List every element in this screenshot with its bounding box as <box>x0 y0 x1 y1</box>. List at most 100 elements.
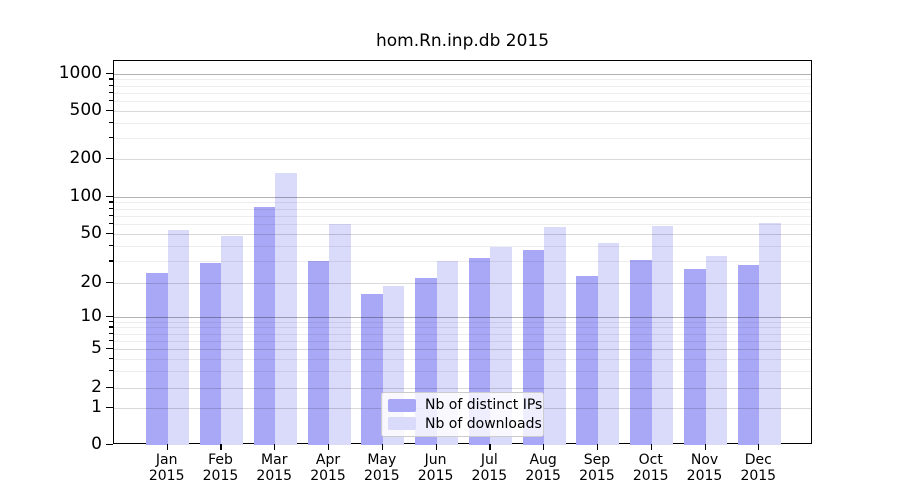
x-tick-label: Oct 2015 <box>632 452 669 484</box>
x-tick-mark <box>758 444 760 450</box>
y-minor-tick-mark <box>109 320 113 323</box>
y-minor-gridline <box>114 261 811 263</box>
y-minor-gridline <box>114 245 811 247</box>
y-minor-tick-mark <box>109 357 113 359</box>
legend-item-distinct-ips: Nb of distinct IPs <box>388 397 542 413</box>
y-minor-gridline <box>114 340 811 342</box>
y-minor-tick-mark <box>109 207 113 209</box>
x-tick-mark <box>543 444 545 450</box>
y-minor-tick-mark <box>109 260 113 262</box>
y-minor-tick-mark <box>109 84 113 86</box>
y-minor-gridline <box>114 202 811 204</box>
bar-distinct-ips <box>146 273 168 445</box>
bar-distinct-ips <box>630 259 652 445</box>
y-tick-label: 5 <box>91 338 102 359</box>
x-tick-mark <box>274 444 276 450</box>
bar-distinct-ips <box>737 265 760 445</box>
x-tick-label: Jul 2015 <box>471 452 508 484</box>
y-minor-gridline <box>114 79 811 81</box>
x-tick-mark <box>220 444 222 450</box>
y-gridline <box>114 349 811 351</box>
y-tick-label: 500 <box>69 100 102 120</box>
legend-item-downloads: Nb of downloads <box>388 416 542 432</box>
x-tick-mark <box>489 444 491 450</box>
y-tick-mark <box>106 282 113 284</box>
bar-distinct-ips <box>199 263 222 445</box>
bar-downloads <box>329 223 351 445</box>
y-tick-label: 10 <box>80 306 102 326</box>
bar-downloads <box>167 229 190 445</box>
x-tick-mark <box>596 444 599 450</box>
y-minor-tick-mark <box>109 214 113 216</box>
y-minor-tick-mark <box>109 222 113 225</box>
bar-downloads <box>544 226 566 445</box>
y-tick-mark <box>106 348 113 350</box>
legend: Nb of distinct IPs Nb of downloads <box>381 392 544 437</box>
x-tick-label: Aug 2015 <box>525 452 561 484</box>
legend-swatch-distinct-ips <box>388 398 416 412</box>
y-minor-gridline <box>114 215 811 217</box>
y-gridline <box>114 111 811 112</box>
y-minor-tick-mark <box>109 369 113 371</box>
y-tick-label: 1000 <box>58 62 102 83</box>
y-minor-gridline <box>114 358 811 360</box>
bar-distinct-ips <box>253 207 276 445</box>
x-tick-label: Jan 2015 <box>148 452 185 484</box>
y-minor-gridline <box>114 208 811 210</box>
y-tick-label: 100 <box>69 185 102 206</box>
x-tick-label: Nov 2015 <box>686 452 723 484</box>
y-tick-label: 200 <box>69 148 102 169</box>
y-gridline <box>114 233 811 235</box>
y-minor-gridline <box>114 333 811 335</box>
legend-label-downloads: Nb of downloads <box>425 415 542 432</box>
y-minor-tick-mark <box>109 100 113 102</box>
bar-downloads <box>705 256 727 445</box>
y-minor-gridline <box>114 321 811 323</box>
x-tick-mark <box>435 444 437 450</box>
x-tick-label: May 2015 <box>363 452 400 484</box>
y-tick-mark <box>106 386 113 388</box>
y-tick-mark <box>106 195 113 197</box>
x-tick-label: Feb 2015 <box>202 452 239 484</box>
y-minor-tick-mark <box>109 136 113 139</box>
y-tick-mark <box>106 407 113 409</box>
y-minor-gridline <box>114 101 811 103</box>
x-tick-label: Dec 2015 <box>740 452 777 484</box>
y-minor-gridline <box>114 137 811 139</box>
y-tick-mark <box>106 158 113 160</box>
legend-label-distinct-ips: Nb of distinct IPs <box>425 397 543 414</box>
y-gridline <box>114 196 811 198</box>
y-gridline <box>114 283 811 285</box>
y-tick-label: 20 <box>80 272 102 293</box>
y-minor-tick-mark <box>109 201 113 203</box>
y-minor-gridline <box>114 85 811 87</box>
x-tick-label: Jun 2015 <box>417 452 454 484</box>
bar-downloads <box>759 223 781 445</box>
y-minor-gridline <box>114 370 811 372</box>
bar-distinct-ips <box>684 269 706 445</box>
y-tick-mark <box>106 232 113 234</box>
x-tick-mark <box>166 444 168 450</box>
plot-area <box>113 60 812 445</box>
y-tick-label: 50 <box>80 222 102 243</box>
bar-downloads <box>275 172 297 445</box>
x-tick-mark <box>328 444 330 450</box>
y-minor-gridline <box>114 327 811 329</box>
y-minor-gridline <box>114 223 811 225</box>
y-minor-gridline <box>114 92 811 94</box>
y-minor-tick-mark <box>109 326 113 328</box>
y-tick-label: 0 <box>91 434 102 454</box>
legend-swatch-downloads <box>388 417 416 431</box>
y-tick-label: 2 <box>91 376 102 397</box>
y-tick-mark <box>106 316 113 318</box>
x-tick-label: Mar 2015 <box>256 452 293 484</box>
y-minor-tick-mark <box>109 121 113 123</box>
y-minor-tick-mark <box>109 78 113 80</box>
y-minor-tick-mark <box>109 244 113 246</box>
bar-downloads <box>597 243 620 445</box>
chart-title: hom.Rn.inp.db 2015 <box>375 31 550 51</box>
x-tick-mark <box>381 444 383 450</box>
bar-downloads <box>221 235 243 445</box>
y-minor-tick-mark <box>109 91 113 94</box>
